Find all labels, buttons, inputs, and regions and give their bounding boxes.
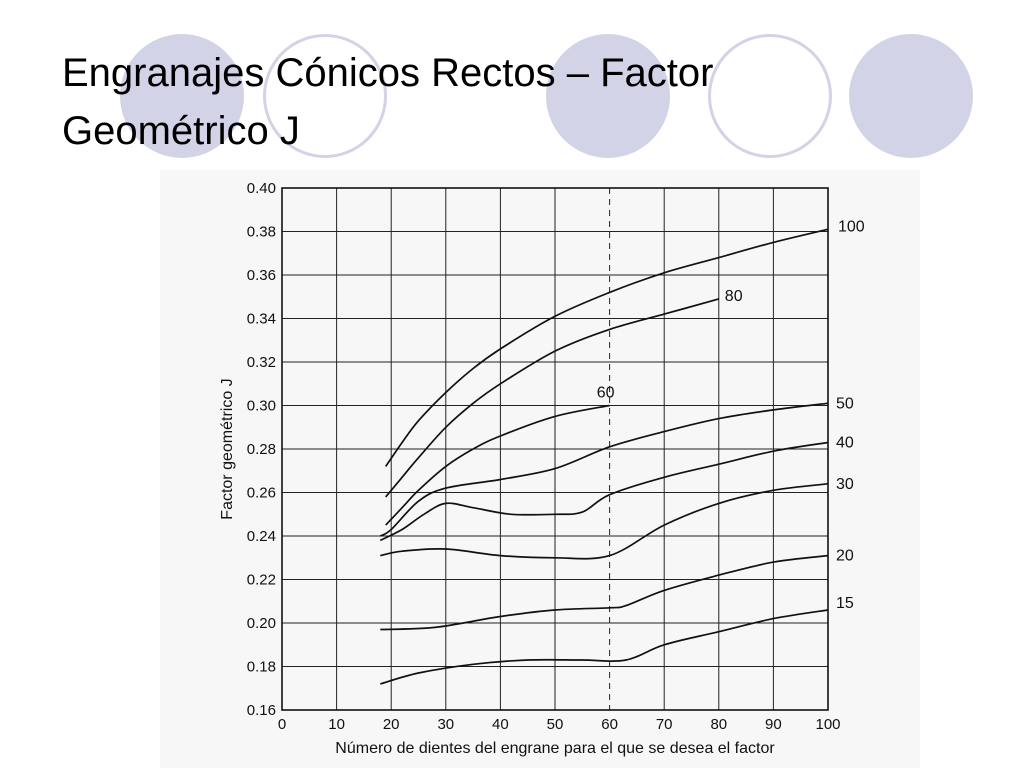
x-tick-label: 40 bbox=[492, 716, 509, 733]
x-tick-label: 10 bbox=[328, 716, 345, 733]
x-tick-label: 80 bbox=[710, 716, 727, 733]
series-label-100: 100 bbox=[838, 218, 865, 235]
y-tick-label: 0.20 bbox=[247, 615, 276, 632]
series-line-40 bbox=[379, 441, 829, 542]
slide-title-line-2: Geométrico J bbox=[62, 109, 300, 153]
x-tick-label: 60 bbox=[601, 716, 618, 733]
y-axis-label: Factor geométrico J bbox=[219, 378, 236, 519]
y-tick-label: 0.18 bbox=[247, 659, 276, 676]
series-label-50: 50 bbox=[836, 395, 854, 412]
decor-circle-2 bbox=[263, 34, 387, 158]
y-tick-label: 0.26 bbox=[247, 485, 276, 502]
x-tick-label: 50 bbox=[547, 716, 564, 733]
series-label-30: 30 bbox=[836, 476, 854, 493]
slide-title-line-1: Engranajes Cónicos Rectos – Factor bbox=[62, 51, 714, 95]
x-tick-label: 70 bbox=[656, 716, 673, 733]
y-tick-label: 0.22 bbox=[247, 572, 276, 589]
x-tick-label: 100 bbox=[815, 716, 840, 733]
slide-title: Engranajes Cónicos Rectos – Factor Geomé… bbox=[62, 44, 962, 160]
series-line-15 bbox=[380, 609, 829, 685]
y-tick-label: 0.30 bbox=[247, 398, 276, 415]
x-tick-label: 0 bbox=[278, 716, 286, 733]
series-line-30 bbox=[380, 482, 829, 560]
series-line-80 bbox=[385, 298, 720, 498]
decor-circle-4 bbox=[708, 34, 832, 158]
x-tick-label: 30 bbox=[437, 716, 454, 733]
scanned-chart-image: 0 10 20 30 40 50 60 70 80 90 100 0.16 0.18 0.20 0.22 0.… bbox=[160, 170, 920, 768]
series-line-20 bbox=[380, 554, 829, 631]
series-label-15: 15 bbox=[836, 595, 854, 612]
y-tick-label: 0.16 bbox=[247, 702, 276, 719]
y-tick-label: 0.40 bbox=[247, 180, 276, 197]
y-tick-label: 0.32 bbox=[247, 354, 276, 371]
x-tick-label: 20 bbox=[383, 716, 400, 733]
y-tick-label: 0.34 bbox=[247, 311, 276, 328]
series-label-40: 40 bbox=[836, 434, 854, 451]
y-tick-label: 0.38 bbox=[247, 224, 276, 241]
series-line-60 bbox=[385, 404, 610, 526]
decor-circle-5 bbox=[849, 34, 973, 158]
x-axis-label: Número de dientes del engrane para el qu… bbox=[335, 740, 775, 757]
y-tick-label: 0.24 bbox=[247, 528, 276, 545]
y-tick-label: 0.28 bbox=[247, 441, 276, 458]
series-label-60: 60 bbox=[597, 385, 615, 402]
decor-circle-1 bbox=[120, 34, 244, 158]
geometry-factor-chart: 0 10 20 30 40 50 60 70 80 90 100 0.16 0.18 0.20 0.22 0.… bbox=[219, 180, 865, 757]
decor-circle-3 bbox=[546, 34, 670, 158]
x-tick-label: 90 bbox=[765, 716, 782, 733]
series-label-20: 20 bbox=[836, 548, 854, 565]
plot-frame bbox=[281, 187, 829, 711]
series-label-80: 80 bbox=[725, 288, 743, 305]
y-tick-label: 0.36 bbox=[247, 267, 276, 284]
series-line-100 bbox=[385, 228, 829, 467]
series-line-50 bbox=[379, 402, 829, 537]
